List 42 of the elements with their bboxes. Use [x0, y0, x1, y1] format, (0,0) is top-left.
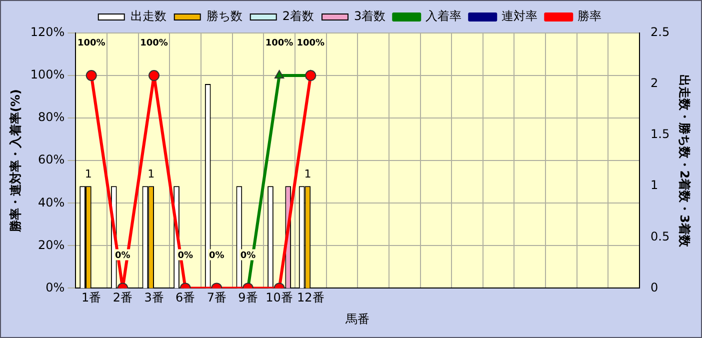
data-label: 100% — [296, 38, 325, 48]
y-tick-label: 20% — [38, 238, 65, 252]
y2-tick-label: 0.5 — [650, 229, 670, 244]
legend-label: 2着数 — [282, 9, 314, 24]
data-label: 100% — [77, 38, 106, 48]
y2-tick-label: 2 — [650, 76, 658, 90]
data-label: 1 — [84, 167, 92, 180]
legend-label: 出走数 — [130, 9, 166, 24]
x-axis-title: 馬番 — [344, 312, 370, 326]
legend-label: 3着数 — [354, 9, 386, 24]
y2-tick-label: 1.5 — [650, 127, 670, 142]
data-label: 0% — [178, 251, 193, 262]
y-tick-label: 0% — [46, 280, 65, 294]
x-tick-label: 3番 — [144, 290, 164, 305]
y-tick-label: 120% — [30, 25, 65, 40]
y2-tick-label: 2.5 — [650, 25, 670, 40]
legend-label: 入着率 — [426, 9, 462, 24]
legend-label: 勝ち数 — [206, 9, 242, 24]
x-tick-label: 12番 — [296, 290, 324, 305]
legend-label: 連対率 — [502, 9, 538, 24]
x-tick-label: 7番 — [206, 290, 226, 305]
y-tick-label: 100% — [30, 68, 65, 82]
y2-tick-label: 1 — [650, 178, 658, 192]
data-label: 1 — [304, 167, 312, 180]
data-label: 100% — [140, 38, 168, 48]
x-tick-label: 6番 — [176, 290, 196, 305]
legend-label: 勝率 — [578, 9, 602, 24]
x-tick-label: 1番 — [82, 290, 102, 305]
data-label: 0% — [115, 251, 130, 262]
y2-tick-label: 0 — [650, 280, 658, 294]
x-tick-label: 9番 — [238, 290, 258, 305]
data-label: 100% — [265, 38, 294, 48]
x-tick-label: 10番 — [266, 290, 293, 305]
y-axis-title: 勝率・連対率・入着率(%) — [8, 89, 22, 234]
data-label: 0% — [209, 251, 224, 262]
y2-axis-title: 出走数・勝ち数・2着数・3着数 — [678, 74, 692, 248]
data-label: 1 — [148, 167, 155, 180]
data-label: 0% — [240, 251, 256, 262]
y-tick-label: 80% — [38, 110, 65, 124]
x-tick-label: 2番 — [112, 290, 133, 305]
y-tick-label: 60% — [38, 152, 65, 167]
y-tick-label: 40% — [38, 195, 65, 210]
